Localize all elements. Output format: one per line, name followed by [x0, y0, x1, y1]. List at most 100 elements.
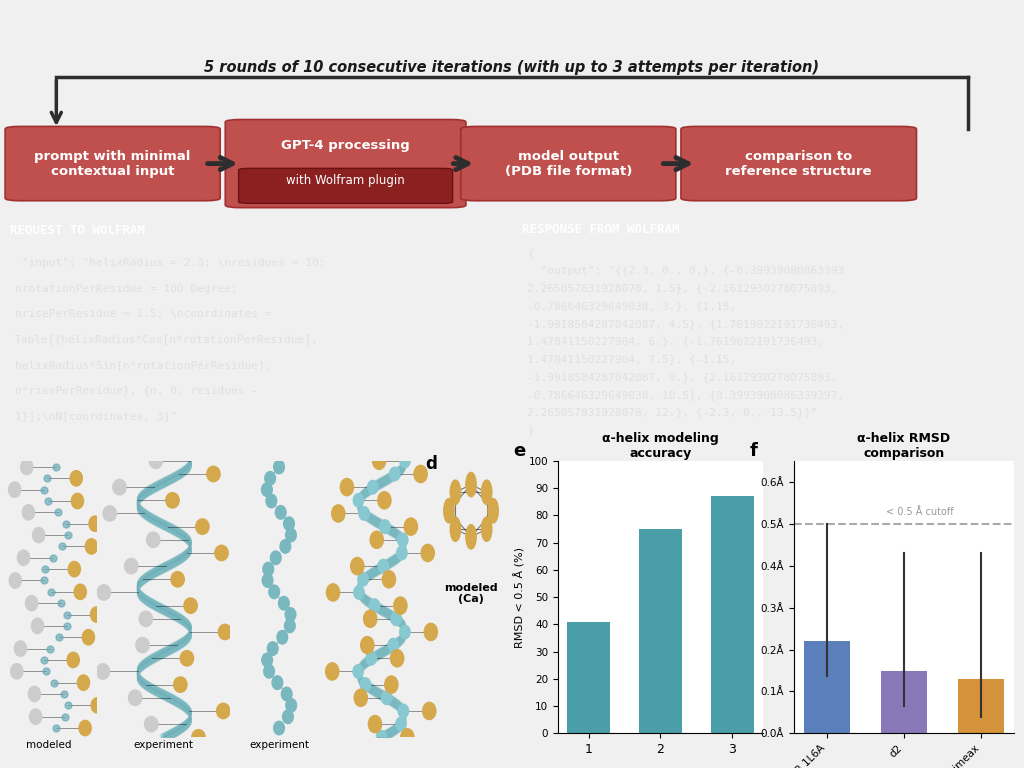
FancyBboxPatch shape: [461, 127, 676, 200]
Text: 5 rounds of 10 consecutive iterations (with up to 3 attempts per iteration): 5 rounds of 10 consecutive iterations (w…: [205, 60, 819, 75]
Circle shape: [423, 703, 436, 720]
Circle shape: [69, 561, 81, 577]
Circle shape: [90, 607, 102, 622]
Circle shape: [285, 607, 296, 621]
Circle shape: [23, 505, 35, 520]
Circle shape: [385, 676, 398, 694]
Text: "output": "{{2.3, 0., 0.}, {-0.39939080863393: "output": "{{2.3, 0., 0.}, {-0.399390808…: [527, 266, 845, 276]
Text: prompt with minimal
contextual input: prompt with minimal contextual input: [35, 150, 190, 177]
Circle shape: [451, 517, 461, 541]
Circle shape: [72, 493, 84, 508]
Circle shape: [103, 506, 117, 521]
Circle shape: [139, 611, 153, 627]
Text: -0.786646329649038, 10.5}, {0.3993908086339397,: -0.786646329649038, 10.5}, {0.3993908086…: [527, 389, 845, 399]
Circle shape: [184, 598, 198, 614]
Circle shape: [466, 472, 476, 497]
Circle shape: [399, 625, 410, 639]
Y-axis label: RMSD < 0.5 Å (%): RMSD < 0.5 Å (%): [514, 547, 526, 647]
Circle shape: [262, 654, 272, 667]
Circle shape: [270, 551, 282, 564]
Circle shape: [20, 459, 33, 475]
Circle shape: [378, 492, 391, 509]
Circle shape: [332, 505, 345, 522]
Circle shape: [264, 664, 274, 678]
Circle shape: [262, 574, 273, 588]
Text: RESPONSE FROM WOLFRAM: RESPONSE FROM WOLFRAM: [522, 223, 680, 236]
Circle shape: [171, 571, 184, 587]
Circle shape: [215, 545, 228, 561]
Circle shape: [96, 664, 110, 679]
Text: modeled: modeled: [26, 740, 72, 750]
Circle shape: [370, 531, 383, 548]
Circle shape: [26, 595, 38, 611]
Circle shape: [286, 528, 296, 541]
Circle shape: [91, 697, 103, 713]
Circle shape: [79, 720, 91, 736]
Text: -1.9918584287042087, 4.5}, {1.7619022191736493,: -1.9918584287042087, 4.5}, {1.7619022191…: [527, 319, 845, 329]
Circle shape: [354, 689, 368, 707]
Text: experiment: experiment: [134, 740, 194, 750]
FancyBboxPatch shape: [239, 168, 453, 204]
Bar: [711, 496, 754, 733]
FancyBboxPatch shape: [681, 127, 916, 200]
Circle shape: [33, 528, 45, 543]
Circle shape: [382, 691, 392, 704]
Circle shape: [272, 676, 283, 690]
Circle shape: [217, 703, 230, 719]
Circle shape: [396, 546, 407, 560]
Circle shape: [74, 584, 86, 600]
Circle shape: [368, 480, 378, 494]
Circle shape: [353, 664, 364, 678]
Circle shape: [382, 571, 395, 588]
Text: {: {: [527, 248, 535, 258]
Circle shape: [218, 624, 231, 640]
Circle shape: [466, 525, 476, 549]
Circle shape: [275, 505, 286, 519]
Circle shape: [353, 494, 364, 507]
Circle shape: [261, 483, 272, 496]
Circle shape: [113, 479, 126, 495]
Circle shape: [424, 624, 437, 641]
Circle shape: [191, 730, 205, 745]
Circle shape: [9, 573, 22, 588]
Circle shape: [373, 452, 386, 469]
Text: Table[{helixRadius*Cos[n*rotationPerResidue],: Table[{helixRadius*Cos[n*rotationPerResi…: [15, 335, 318, 345]
Circle shape: [68, 652, 79, 667]
Circle shape: [390, 650, 403, 667]
Text: -0.786646329649038, 3.}, {1.15,: -0.786646329649038, 3.}, {1.15,: [527, 301, 736, 311]
Circle shape: [128, 690, 141, 706]
Circle shape: [451, 480, 461, 505]
Circle shape: [136, 637, 150, 653]
Circle shape: [146, 532, 160, 548]
Circle shape: [32, 618, 44, 634]
Circle shape: [378, 559, 388, 573]
Text: GPT-4 processing: GPT-4 processing: [282, 139, 410, 152]
Text: helixRadius*Sin[n*rotationPerResidue],: helixRadius*Sin[n*rotationPerResidue],: [15, 360, 271, 370]
Text: 2.265057831928078, 1.5}, {-2.1612930278075893,: 2.265057831928078, 1.5}, {-2.16129302780…: [527, 283, 838, 293]
Title: α-helix modeling
accuracy: α-helix modeling accuracy: [602, 432, 719, 459]
Circle shape: [29, 687, 41, 702]
Text: modeled
(Ca): modeled (Ca): [444, 582, 498, 604]
FancyBboxPatch shape: [5, 127, 220, 200]
Text: "input": "helixRadius = 2.3; \nresidues = 10;: "input": "helixRadius = 2.3; \nresidues …: [15, 258, 326, 268]
Circle shape: [391, 612, 401, 626]
Circle shape: [14, 641, 27, 657]
Text: 1}];\nN[coordinates, 3]": 1}];\nN[coordinates, 3]": [15, 411, 177, 421]
Circle shape: [273, 460, 285, 474]
Text: }: }: [527, 425, 535, 435]
Title: α-helix RMSD
comparison: α-helix RMSD comparison: [857, 432, 950, 459]
Circle shape: [78, 675, 89, 690]
Circle shape: [280, 540, 291, 553]
Circle shape: [360, 637, 374, 654]
Circle shape: [370, 599, 380, 612]
Bar: [957, 679, 1004, 733]
Circle shape: [286, 699, 297, 712]
Text: 2.265057831928078, 12.}, {-2.3, 0., 13.5}}": 2.265057831928078, 12.}, {-2.3, 0., 13.5…: [527, 407, 817, 417]
Circle shape: [285, 619, 295, 633]
Circle shape: [400, 729, 414, 746]
Circle shape: [394, 597, 407, 614]
Circle shape: [282, 687, 292, 700]
Circle shape: [82, 630, 94, 645]
Circle shape: [380, 520, 390, 534]
Circle shape: [263, 562, 273, 576]
